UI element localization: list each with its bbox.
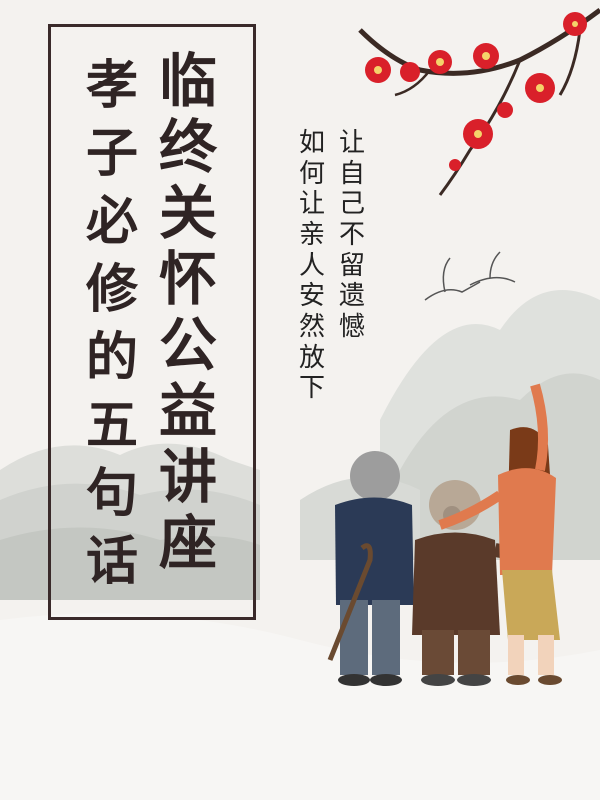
subtitle-left-char: 安 <box>298 281 325 312</box>
title-left-char: 子 <box>85 123 138 184</box>
title-right-char: 怀 <box>158 245 217 313</box>
subtitle-right-char: 自 <box>338 158 365 189</box>
title-right-char: 座 <box>158 509 217 577</box>
title-frame <box>48 24 256 620</box>
elderly-man-figure-icon <box>327 451 414 686</box>
title-left-char: 孝 <box>85 55 138 116</box>
subtitle-right-char: 留 <box>338 250 365 281</box>
title-left-char: 的 <box>85 327 138 388</box>
crane-bird-icon <box>424 251 516 301</box>
title-right-char: 临 <box>158 47 217 115</box>
subtitle-line-right: 让自己不留遗憾 <box>334 128 370 343</box>
title-line-left: 孝子必修的五句话 <box>74 60 150 588</box>
title-line-right: 临终关怀公益讲座 <box>150 52 226 572</box>
title-left-char: 句 <box>85 463 138 524</box>
title-right-char: 公 <box>158 311 217 379</box>
plum-blossom-branch-icon <box>358 7 600 196</box>
subtitle-left-char: 让 <box>298 189 325 220</box>
subtitle-left-char: 如 <box>298 128 325 158</box>
subtitle-right-char: 己 <box>338 189 365 220</box>
subtitle-right-char: 憾 <box>338 312 365 343</box>
title-left-char: 必 <box>85 191 138 252</box>
subtitle-right-char: 遗 <box>338 281 365 312</box>
title-right-char: 终 <box>158 113 217 181</box>
subtitle-left-char: 放 <box>298 342 325 373</box>
subtitle-left-char: 下 <box>298 373 325 404</box>
subtitle-right-char: 让 <box>338 128 365 158</box>
subtitle-left-char: 亲 <box>298 220 325 251</box>
subtitle-left-char: 人 <box>298 250 325 281</box>
title-left-char: 五 <box>85 395 138 456</box>
young-woman-figure-icon <box>438 383 562 685</box>
title-right-char: 讲 <box>158 443 217 511</box>
subtitle-left-char: 然 <box>298 312 325 343</box>
title-left-char: 修 <box>85 259 138 320</box>
title-right-char: 关 <box>158 179 217 247</box>
subtitle-line-left: 如何让亲人安然放下 <box>294 128 330 404</box>
title-left-char: 话 <box>85 531 138 592</box>
subtitle-right-char: 不 <box>338 220 365 251</box>
title-right-char: 益 <box>158 377 217 445</box>
subtitle-left-char: 何 <box>298 158 325 189</box>
